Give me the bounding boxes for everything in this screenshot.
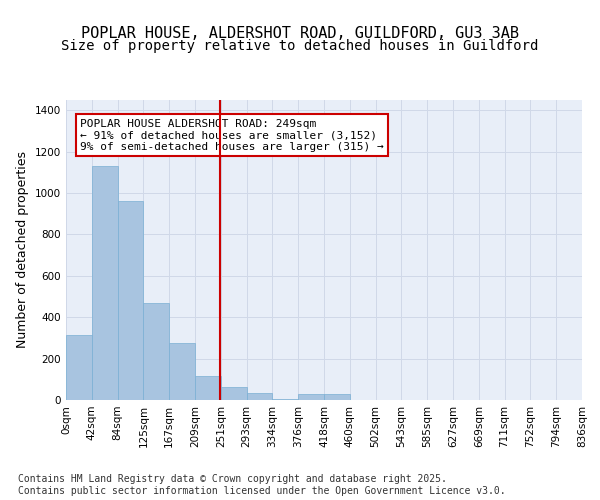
Bar: [66, 335, 92, 400]
Text: Contains HM Land Registry data © Crown copyright and database right 2025.
Contai: Contains HM Land Registry data © Crown c…: [18, 474, 506, 496]
Bar: [298, 394, 324, 400]
Bar: [118, 202, 143, 400]
Bar: [324, 394, 350, 400]
Bar: [272, 399, 298, 400]
Bar: [92, 166, 118, 400]
Bar: [247, 393, 272, 400]
Bar: [143, 303, 169, 400]
Y-axis label: Number of detached properties: Number of detached properties: [16, 152, 29, 348]
Text: POPLAR HOUSE ALDERSHOT ROAD: 249sqm
← 91% of detached houses are smaller (3,152): POPLAR HOUSE ALDERSHOT ROAD: 249sqm ← 91…: [80, 118, 384, 152]
Bar: [195, 376, 221, 400]
Text: POPLAR HOUSE, ALDERSHOT ROAD, GUILDFORD, GU3 3AB: POPLAR HOUSE, ALDERSHOT ROAD, GUILDFORD,…: [81, 26, 519, 42]
Bar: [221, 386, 247, 400]
Bar: [169, 343, 195, 400]
Text: Size of property relative to detached houses in Guildford: Size of property relative to detached ho…: [61, 39, 539, 53]
